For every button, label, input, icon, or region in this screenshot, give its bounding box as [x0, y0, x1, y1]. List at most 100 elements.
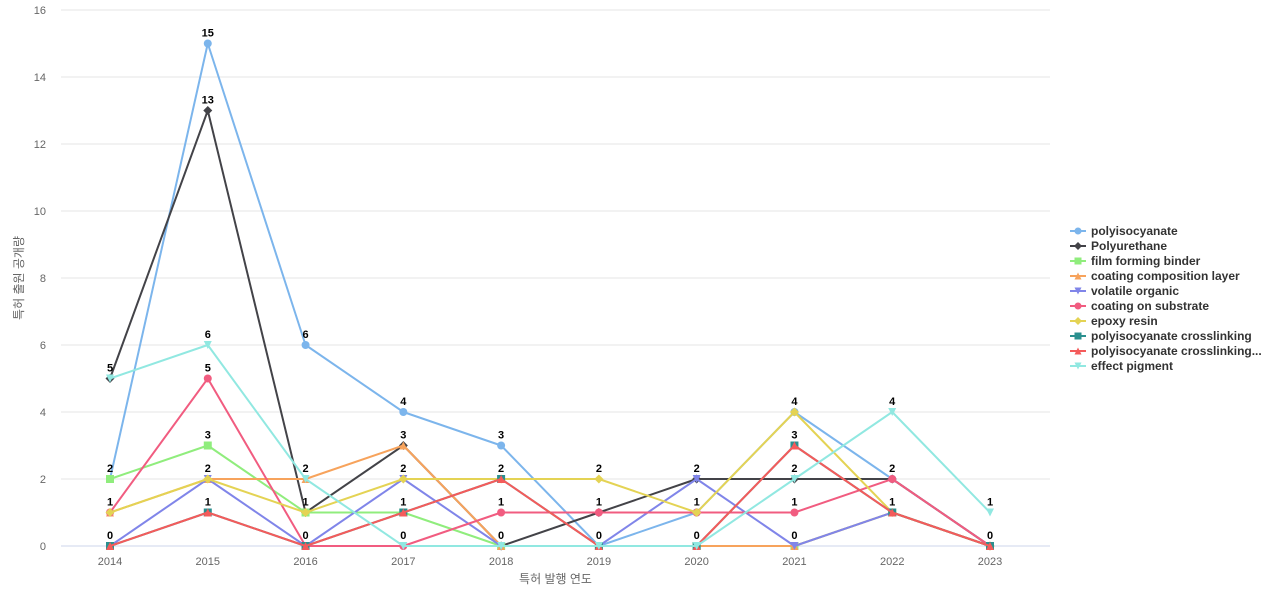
x-tick-label: 2019: [587, 556, 611, 568]
legend-label: coating on substrate: [1091, 299, 1209, 313]
data-label: 3: [791, 430, 797, 442]
data-label: 4: [889, 396, 896, 408]
data-point[interactable]: [399, 508, 408, 517]
data-point[interactable]: [301, 475, 310, 483]
data-point[interactable]: [594, 542, 603, 550]
y-tick-label: 12: [34, 139, 46, 151]
data-point[interactable]: [301, 542, 310, 550]
y-tick-label: 10: [34, 206, 46, 218]
data-point[interactable]: [692, 508, 702, 517]
legend-marker: [1074, 317, 1082, 325]
legend-item[interactable]: polyisocyanate crosslinking...: [1070, 344, 1262, 358]
x-tick-label: 2016: [293, 556, 317, 568]
y-tick-label: 0: [40, 541, 46, 553]
data-label: 1: [400, 497, 406, 509]
data-point[interactable]: [497, 542, 506, 550]
data-point[interactable]: [203, 508, 212, 517]
y-axis-title: 특허 출원 공개량: [12, 236, 26, 320]
data-point[interactable]: [888, 408, 897, 416]
data-label: 0: [400, 530, 406, 542]
data-point[interactable]: [399, 441, 408, 450]
legend-item[interactable]: coating on substrate: [1070, 299, 1209, 313]
y-tick-label: 16: [34, 5, 46, 17]
legend-label: polyisocyanate crosslinking...: [1091, 344, 1262, 358]
legend-label: coating composition layer: [1091, 269, 1240, 283]
legend-label: effect pigment: [1091, 359, 1173, 373]
legend-item[interactable]: effect pigment: [1070, 359, 1173, 373]
data-label: 3: [498, 430, 504, 442]
data-point[interactable]: [203, 374, 212, 383]
data-point[interactable]: [497, 441, 506, 450]
data-point[interactable]: [888, 475, 897, 483]
data-point[interactable]: [203, 341, 212, 349]
data-point[interactable]: [301, 508, 311, 517]
data-point[interactable]: [106, 475, 114, 483]
legend-item[interactable]: volatile organic: [1070, 284, 1179, 298]
y-tick-label: 2: [40, 474, 46, 486]
data-label: 0: [987, 530, 993, 542]
data-point[interactable]: [790, 475, 799, 483]
legend-item[interactable]: Polyurethane: [1070, 239, 1167, 253]
data-point[interactable]: [692, 475, 701, 483]
data-label: 0: [791, 530, 797, 542]
y-tick-label: 8: [40, 273, 46, 285]
data-point[interactable]: [790, 508, 799, 517]
legend-item[interactable]: polyisocyanate: [1070, 224, 1178, 238]
legend-item[interactable]: coating composition layer: [1070, 269, 1240, 283]
data-point[interactable]: [789, 407, 799, 417]
x-tick-label: 2015: [196, 556, 220, 568]
data-label: 1: [498, 497, 504, 509]
data-point[interactable]: [986, 508, 994, 517]
data-point[interactable]: [301, 341, 310, 349]
data-label: 2: [791, 463, 797, 475]
series-line: [109, 444, 991, 547]
data-point[interactable]: [399, 408, 408, 416]
x-tick-label: 2023: [978, 556, 1002, 568]
data-point[interactable]: [790, 542, 799, 550]
data-point[interactable]: [399, 542, 408, 550]
data-point[interactable]: [203, 474, 213, 484]
y-tick-label: 14: [34, 72, 46, 84]
legend-marker: [1074, 332, 1082, 340]
legend-item[interactable]: film forming binder: [1070, 254, 1201, 268]
data-label: 3: [205, 430, 211, 442]
data-point[interactable]: [986, 542, 994, 550]
data-point[interactable]: [398, 474, 408, 484]
data-point[interactable]: [203, 441, 212, 450]
data-point[interactable]: [497, 508, 506, 517]
legend-label: film forming binder: [1091, 254, 1201, 268]
series-line: [109, 377, 991, 547]
data-point[interactable]: [594, 474, 604, 484]
data-label: 1: [889, 497, 895, 509]
x-tick-label: 2021: [782, 556, 806, 568]
data-point[interactable]: [692, 542, 701, 550]
data-label: 2: [400, 463, 406, 475]
legend-item[interactable]: epoxy resin: [1070, 314, 1158, 328]
data-point[interactable]: [203, 106, 213, 115]
data-point[interactable]: [594, 508, 603, 517]
legend-item[interactable]: polyisocyanate crosslinking: [1070, 329, 1252, 343]
data-point[interactable]: [790, 441, 799, 450]
legend-label: polyisocyanate crosslinking: [1091, 329, 1252, 343]
x-tick-label: 2014: [98, 556, 122, 568]
data-label: 2: [302, 463, 308, 475]
data-label: 2: [498, 463, 504, 475]
series-lines: [105, 39, 995, 551]
data-point[interactable]: [497, 475, 506, 483]
data-point[interactable]: [203, 39, 212, 48]
data-label: 1: [205, 497, 211, 509]
series-line: [109, 42, 991, 547]
legend-marker: [1074, 287, 1082, 295]
x-axis-title: 특허 발행 연도: [519, 571, 592, 586]
data-point[interactable]: [888, 508, 897, 517]
legend-marker: [1074, 257, 1082, 265]
data-point[interactable]: [106, 374, 114, 383]
data-point[interactable]: [106, 542, 114, 550]
data-label: 2: [205, 463, 211, 475]
series-0: [106, 39, 994, 550]
data-point[interactable]: [105, 508, 115, 517]
